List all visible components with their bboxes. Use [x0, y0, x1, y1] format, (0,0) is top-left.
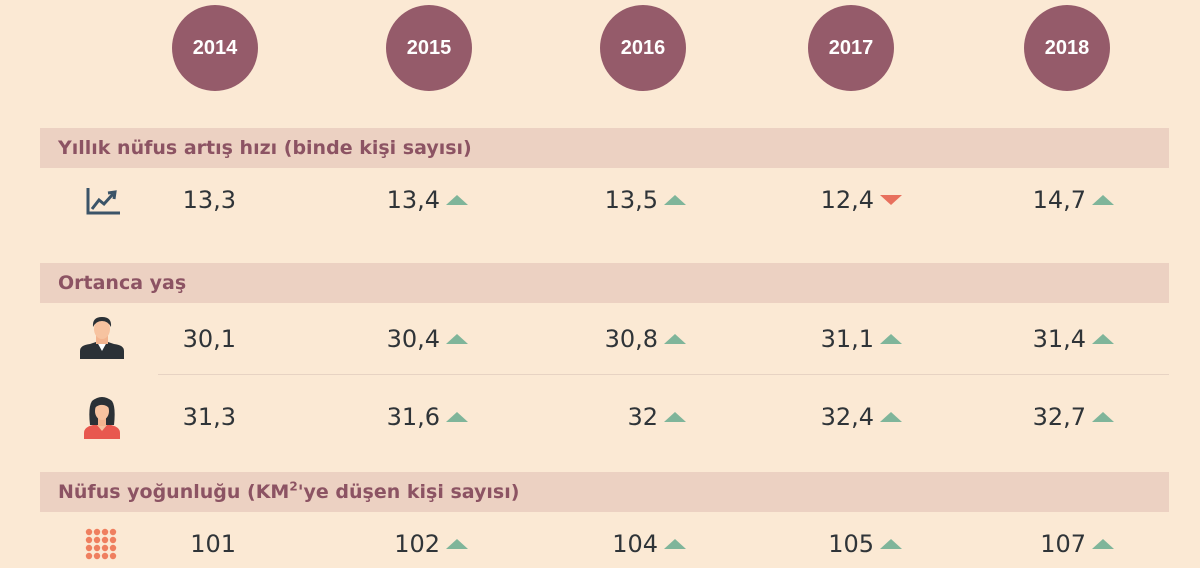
trend-up-arrow-icon [442, 319, 472, 359]
value-cell-2015: 30,4 [312, 319, 472, 359]
trend-up-arrow-icon [660, 524, 690, 564]
value-cell-2018: 32,7 [958, 397, 1118, 437]
value-text: 101 [190, 530, 236, 558]
value-text: 13,3 [182, 186, 236, 214]
value-cell-2015: 13,4 [312, 180, 472, 220]
density-row: 101 102 104 105 107 [0, 524, 1200, 564]
year-2015-circle: 2015 [386, 5, 472, 91]
density-section-header: Nüfus yoğunluğu (KM2'ye düşen kişi sayıs… [40, 472, 1169, 512]
median-age-female-row: 31,3 31,6 32 32,4 32,7 [0, 397, 1200, 439]
trend-up-arrow-icon [442, 397, 472, 437]
growth-rate-row: 13,3 13,4 13,5 12,4 14,7 [0, 180, 1200, 220]
value-cell-2018: 107 [958, 524, 1118, 564]
trend-up-arrow-icon [442, 524, 472, 564]
section-title: Yıllık nüfus artış hızı (binde kişi sayı… [58, 137, 472, 159]
woman-icon [80, 397, 124, 439]
growth-rate-section-header: Yıllık nüfus artış hızı (binde kişi sayı… [40, 128, 1169, 168]
value-text: 14,7 [1032, 186, 1086, 214]
trend-up-arrow-icon [660, 319, 690, 359]
row-divider [158, 374, 1169, 375]
section-title: Nüfus yoğunluğu (KM2'ye düşen kişi sayıs… [58, 472, 519, 512]
value-text: 31,3 [182, 403, 236, 431]
trend-up-arrow-icon [660, 180, 690, 220]
value-text: 105 [828, 530, 874, 558]
value-text: 104 [612, 530, 658, 558]
trend-up-arrow-icon [1088, 397, 1118, 437]
title-exponent: 2 [289, 479, 298, 494]
value-text: 30,1 [182, 325, 236, 353]
value-cell-2015: 31,6 [312, 397, 472, 437]
value-cell-2016: 30,8 [530, 319, 690, 359]
trend-up-arrow-icon [442, 180, 472, 220]
year-2018-circle: 2018 [1024, 5, 1110, 91]
value-text: 13,4 [386, 186, 440, 214]
trend-up-arrow-icon [876, 397, 906, 437]
trend-down-arrow-icon [876, 180, 906, 220]
trend-up-arrow-icon [876, 319, 906, 359]
value-text: 30,8 [604, 325, 658, 353]
trend-up-arrow-icon [1088, 180, 1118, 220]
value-cell-2016: 13,5 [530, 180, 690, 220]
section-title: Ortanca yaş [58, 272, 187, 294]
value-cell-2014: 13,3 [76, 180, 236, 220]
value-text: 30,4 [386, 325, 440, 353]
title-suffix: 'ye düşen kişi sayısı) [297, 481, 520, 503]
trend-up-arrow-icon [660, 397, 690, 437]
trend-up-arrow-icon [876, 524, 906, 564]
value-text: 32,7 [1032, 403, 1086, 431]
value-cell-2018: 31,4 [958, 319, 1118, 359]
value-cell-2014: 101 [76, 524, 236, 564]
title-prefix: Nüfus yoğunluğu ( [58, 481, 256, 503]
value-cell-2014: 31,3 [76, 397, 236, 437]
value-cell-2016: 104 [530, 524, 690, 564]
value-cell-2017: 32,4 [746, 397, 906, 437]
value-cell-2016: 32 [530, 397, 690, 437]
value-text: 31,4 [1032, 325, 1086, 353]
value-cell-2018: 14,7 [958, 180, 1118, 220]
value-text: 31,1 [820, 325, 874, 353]
value-cell-2014: 30,1 [76, 319, 236, 359]
median-age-male-row: 30,1 30,4 30,8 31,1 31,4 [0, 317, 1200, 359]
trend-up-arrow-icon [1088, 319, 1118, 359]
value-cell-2017: 31,1 [746, 319, 906, 359]
year-2016-circle: 2016 [600, 5, 686, 91]
value-text: 31,6 [386, 403, 440, 431]
value-text: 107 [1040, 530, 1086, 558]
year-2017-circle: 2017 [808, 5, 894, 91]
value-text: 12,4 [820, 186, 874, 214]
trend-up-arrow-icon [1088, 524, 1118, 564]
value-text: 102 [394, 530, 440, 558]
value-text: 13,5 [604, 186, 658, 214]
value-cell-2017: 105 [746, 524, 906, 564]
title-unit: KM [255, 481, 290, 503]
value-cell-2017: 12,4 [746, 180, 906, 220]
man-icon [80, 317, 124, 359]
value-text: 32 [627, 403, 658, 431]
value-text: 32,4 [820, 403, 874, 431]
trend-up-chart-icon [80, 180, 124, 220]
dot-grid-icon [80, 524, 124, 564]
value-cell-2015: 102 [312, 524, 472, 564]
year-2014-circle: 2014 [172, 5, 258, 91]
median-age-section-header: Ortanca yaş [40, 263, 1169, 303]
